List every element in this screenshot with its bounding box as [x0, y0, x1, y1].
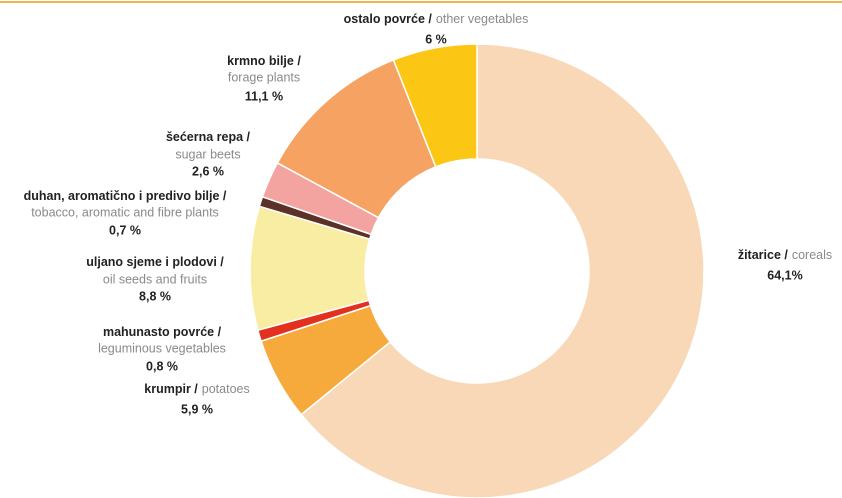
value-label: 2,6 % [192, 164, 224, 178]
donut-segment [300, 43, 705, 498]
label-hr: krumpir / [144, 382, 198, 396]
value-label: 0,7 % [109, 223, 141, 237]
label-hr: mahunasto povrće / [103, 325, 222, 339]
value-label: 6 % [425, 32, 447, 46]
label-hr: ostalo povrće / [344, 12, 433, 26]
segment-label: ostalo povrće / other vegetables [344, 12, 529, 26]
value-label: 11,1 % [245, 89, 283, 103]
label-hr: žitarice / [738, 248, 789, 262]
segment-label: šećerna repa / [166, 130, 251, 144]
label-hr: krmno bilje / [227, 54, 301, 68]
value-label: 5,9 % [181, 402, 213, 416]
label-en: other vegetables [436, 12, 528, 26]
segment-label: uljano sjeme i plodovi / [86, 255, 224, 269]
donut-segment [392, 43, 478, 168]
value-label: 8,8 % [139, 289, 171, 303]
segment-label: duhan, aromatično i predivo bilje / [24, 189, 227, 203]
segment-label: žitarice / coreals [738, 248, 832, 262]
label-hr: šećerna repa / [166, 130, 251, 144]
segment-label: krmno bilje / [227, 54, 301, 68]
value-label: 64,1% [767, 268, 802, 282]
label-en: forage plants [228, 70, 300, 84]
label-en: tobacco, aromatic and fibre plants [31, 205, 219, 219]
label-hr: duhan, aromatično i predivo bilje / [24, 189, 227, 203]
segment-label: krumpir / potatoes [144, 382, 249, 396]
label-en: oil seeds and fruits [103, 272, 207, 286]
value-label: 0,8 % [146, 359, 178, 373]
label-en: leguminous vegetables [98, 341, 226, 355]
segment-label: mahunasto povrće / [103, 325, 222, 339]
label-en: coreals [792, 248, 832, 262]
label-en: potatoes [202, 382, 250, 396]
label-en: sugar beets [175, 147, 240, 161]
label-hr: uljano sjeme i plodovi / [86, 255, 224, 269]
